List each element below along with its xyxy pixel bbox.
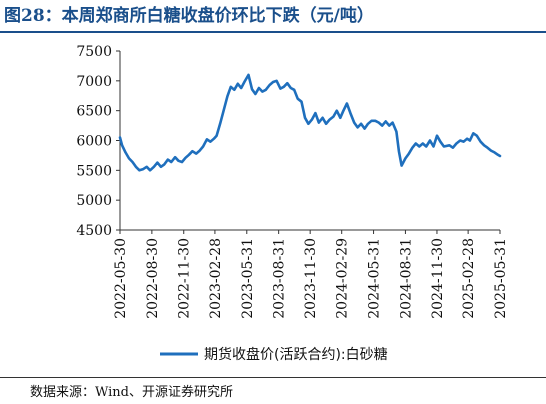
y-tick-label: 5500 — [76, 163, 112, 179]
x-tick-label: 2023-02-28 — [208, 238, 224, 319]
x-axis: 2022-05-30 2022-08-30 2022-11-30 2023-02-28… — [113, 229, 509, 319]
x-tick-label: 2024-05-31 — [367, 238, 383, 319]
x-tick-label: 2023-11-30 — [303, 238, 319, 319]
series-line-sugar-futures-close — [118, 73, 502, 172]
x-tick-label: 2024-02-29 — [335, 238, 351, 319]
legend-label: 期货收盘价(活跃合约):白砂糖 — [204, 346, 388, 363]
title-underline — [0, 31, 546, 33]
source-note: 数据来源：Wind、开源证券研究所 — [30, 385, 233, 400]
y-tick-label: 7500 — [76, 44, 112, 60]
y-axis: 4500 5000 5500 6000 6500 7000 7500 — [76, 44, 121, 239]
x-tick-label: 2024-08-31 — [398, 238, 414, 319]
x-tick-label: 2024-11-30 — [430, 238, 446, 319]
source-divider — [0, 377, 546, 378]
x-tick-label: 2023-05-31 — [240, 238, 256, 319]
y-tick-label: 4500 — [76, 223, 112, 239]
y-tick-label: 6500 — [76, 104, 112, 120]
x-tick-label: 2022-05-30 — [113, 238, 129, 319]
y-tick-label: 6000 — [76, 134, 112, 150]
legend: 期货收盘价(活跃合约):白砂糖 — [160, 346, 388, 363]
series-lines — [118, 73, 502, 172]
x-tick-label: 2022-11-30 — [177, 238, 193, 319]
y-tick-label: 5000 — [76, 193, 112, 209]
y-tick-label: 7000 — [76, 74, 112, 90]
figure-title: 图28：本周郑商所白糖收盘价环比下跌（元/吨） — [4, 6, 374, 26]
x-tick-label: 2022-08-30 — [145, 238, 161, 319]
x-tick-label: 2025-05-31 — [493, 238, 509, 319]
x-tick-label: 2025-02-28 — [461, 238, 477, 319]
x-tick-label: 2023-08-31 — [272, 238, 288, 319]
